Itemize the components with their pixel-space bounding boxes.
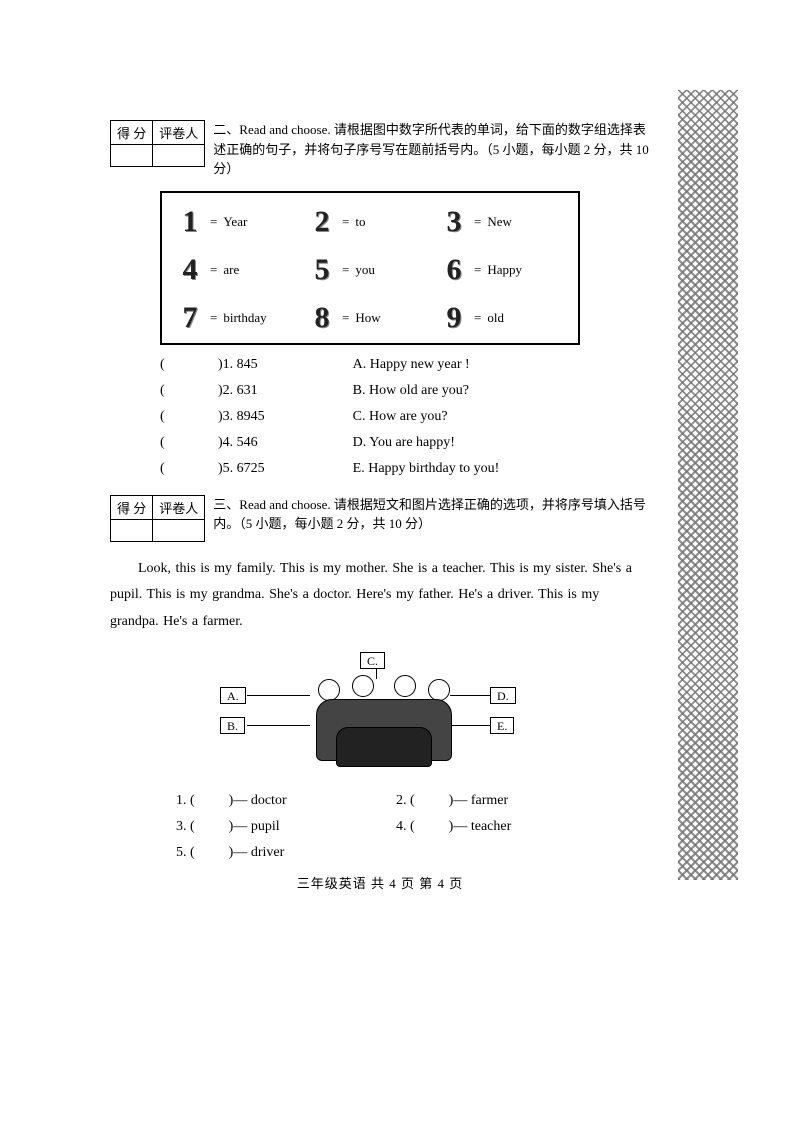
grader-label: 评卷人 [153,495,205,519]
section2-questions: ()1. 845A. Happy new year ! ()2. 631B. H… [160,357,620,477]
digit-item-8: 8=How [308,301,432,335]
digit-item-3: 3=New [440,205,564,239]
label-d: D. [490,687,516,704]
connector-line [247,725,310,726]
answer-blank[interactable] [184,435,218,451]
score-table-2: 得 分 评卷人 [110,120,205,167]
q3-item: 1. ()— doctor [176,793,396,809]
grader-blank[interactable] [153,519,205,541]
label-c: C. [360,652,385,669]
section-3: 得 分 评卷人 三、Read and choose. 请根据短文和图片选择正确的… [110,495,650,893]
digit-word-box: 1=Year 2=to 3=New 4=are 5=you 6=Happy 7=… [160,191,580,345]
family-illustration [310,675,460,770]
q2-row: ()5. 6725E. Happy birthday to you! [160,461,620,477]
section3-questions: 1. ()— doctor 2. ()— farmer 3. ()— pupil… [176,793,616,861]
digit-item-7: 7=birthday [176,301,300,335]
exam-page: 得 分 评卷人 二、Read and choose. 请根据图中数字所代表的单词… [110,120,650,892]
reading-passage: Look, this is my family. This is my moth… [110,556,650,636]
score-blank[interactable] [111,145,153,167]
digit-item-6: 6=Happy [440,253,564,287]
answer-blank[interactable] [184,461,218,477]
page-footer: 三年级英语 共 4 页 第 4 页 [110,873,650,892]
q2-row: ()1. 845A. Happy new year ! [160,357,620,373]
answer-blank[interactable] [184,357,218,373]
q2-row: ()3. 8945C. How are you? [160,409,620,425]
grader-label: 评卷人 [153,121,205,145]
q3-item: 2. ()— farmer [396,793,616,809]
section-2: 得 分 评卷人 二、Read and choose. 请根据图中数字所代表的单词… [110,120,650,477]
digit-item-4: 4=are [176,253,300,287]
score-label: 得 分 [111,121,153,145]
digit-item-5: 5=you [308,253,432,287]
score-label: 得 分 [111,495,153,519]
label-a: A. [220,687,246,704]
score-blank[interactable] [111,519,153,541]
digit-item-1: 1=Year [176,205,300,239]
digit-item-9: 9=old [440,301,564,335]
q3-item: 3. ()— pupil [176,819,396,835]
answer-blank[interactable] [184,409,218,425]
score-table-3: 得 分 评卷人 [110,495,205,542]
label-e: E. [490,717,514,734]
q3-item: 5. ()— driver [176,845,396,861]
label-b: B. [220,717,245,734]
q2-row: ()4. 546D. You are happy! [160,435,620,451]
family-diagram: A. B. C. D. E. [220,647,540,777]
binding-strip [678,90,738,880]
digit-item-2: 2=to [308,205,432,239]
q3-item: 4. ()— teacher [396,819,616,835]
answer-blank[interactable] [184,383,218,399]
q2-row: ()2. 631B. How old are you? [160,383,620,399]
connector-line [247,695,310,696]
grader-blank[interactable] [153,145,205,167]
